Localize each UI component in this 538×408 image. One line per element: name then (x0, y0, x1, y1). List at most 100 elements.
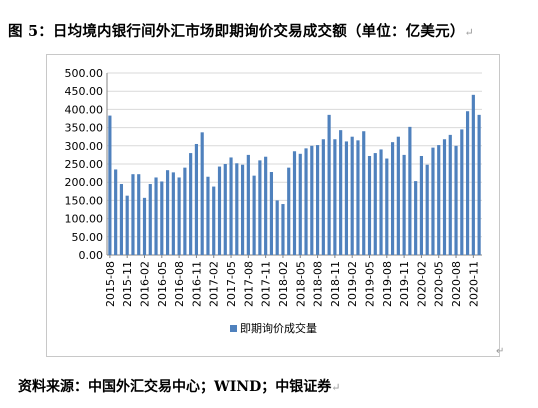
x-tick-label: 2019-02 (346, 261, 359, 307)
bar (240, 164, 245, 255)
bar (275, 200, 279, 255)
bar (396, 136, 400, 255)
y-tick-label: 250.00 (65, 158, 104, 171)
bar (137, 174, 141, 255)
paragraph-mark-icon: ↵ (496, 346, 505, 357)
x-tick-label: 2016-11 (190, 261, 203, 307)
y-tick-label: 50.00 (72, 231, 104, 244)
bar (367, 155, 372, 255)
x-tick-label: 2015-11 (121, 261, 134, 307)
bar (131, 174, 135, 255)
bar (148, 184, 152, 255)
x-tick-label: 2018-08 (312, 261, 325, 307)
x-tick-label: 2018-05 (294, 261, 307, 307)
bar (350, 136, 354, 255)
y-tick-label: 350.00 (65, 122, 104, 135)
bar (264, 156, 268, 255)
bar (258, 160, 262, 255)
bar (171, 172, 175, 255)
bar (448, 134, 452, 255)
bar (165, 170, 170, 255)
x-tick-label: 2020-05 (433, 261, 446, 307)
y-tick-label: 100.00 (65, 213, 104, 226)
bar (327, 114, 331, 255)
x-tick-label: 2018-02 (277, 261, 290, 307)
bar (379, 149, 383, 255)
bar (189, 153, 193, 255)
bar (477, 114, 481, 255)
bar (217, 166, 222, 255)
bar (142, 197, 147, 255)
figure-title: 图 5：日均境内银行间外汇市场即期询价交易成交额（单位：亿美元）↵ (8, 20, 536, 41)
bar (177, 177, 181, 255)
bar (269, 172, 274, 255)
bar-chart: 0.00 50.00 100.00 150.00 200.00 250.00 300.00 3… (65, 67, 482, 335)
y-tick-label: 450.00 (65, 85, 104, 98)
bar (108, 115, 112, 255)
y-tick-label: 300.00 (65, 140, 104, 153)
bar (154, 177, 158, 255)
x-tick-label: 2019-11 (398, 261, 411, 307)
bar (304, 148, 308, 255)
x-tick-label: 2017-05 (225, 261, 238, 307)
bar (454, 145, 458, 255)
bar (183, 167, 187, 255)
bar (229, 157, 233, 255)
bar (246, 154, 250, 255)
x-tick-label: 2016-08 (173, 261, 186, 307)
x-tick-label: 2016-05 (156, 261, 169, 307)
y-tick-label: 150.00 (65, 194, 104, 207)
bar (356, 140, 360, 255)
bar (385, 158, 389, 255)
bar (344, 141, 349, 255)
bar (402, 154, 406, 255)
bar (362, 131, 366, 255)
bar (437, 145, 441, 255)
source-note-text: 资料来源：中国外汇交易中心；WIND；中银证券 (18, 379, 332, 395)
x-tick-label: 2020-11 (467, 261, 480, 307)
bar (223, 164, 227, 255)
bar (194, 143, 199, 255)
bar (373, 153, 377, 255)
x-tick-label: 2016-02 (139, 261, 152, 307)
bar (339, 130, 343, 255)
x-tick-label: 2015-08 (104, 261, 117, 307)
bar (252, 175, 256, 255)
x-tick-label: 2017-02 (208, 261, 221, 307)
bar (471, 94, 475, 255)
x-tick-label: 2019-05 (364, 261, 377, 307)
y-tick-label: 500.00 (65, 67, 104, 80)
bar (390, 142, 395, 255)
x-tick-label: 2017-08 (242, 261, 255, 307)
bar (442, 139, 447, 255)
y-tick-label: 400.00 (65, 103, 104, 116)
bar (292, 151, 297, 255)
bar (212, 186, 216, 255)
bar (298, 153, 302, 255)
bar (206, 176, 210, 255)
bar (419, 155, 424, 255)
figure-title-text: 图 5：日均境内银行间外汇市场即期询价交易成交额（单位：亿美元） (8, 23, 465, 40)
x-tick-label: 2017-11 (260, 261, 273, 307)
x-tick-label: 2020-02 (415, 261, 428, 307)
paragraph-mark-icon: ↵ (331, 381, 341, 394)
bar (235, 163, 239, 255)
legend-label: 即期询价成交量 (240, 321, 317, 335)
bar (114, 169, 118, 255)
bar (414, 181, 418, 255)
bar (315, 145, 320, 255)
bar (333, 139, 337, 255)
bar (408, 126, 412, 255)
y-tick-label: 200.00 (65, 176, 104, 189)
bar (200, 132, 204, 255)
paragraph-mark-icon: ↵ (464, 26, 474, 39)
source-note: 资料来源：中国外汇交易中心；WIND；中银证券↵ (18, 376, 340, 396)
x-tick-label: 2019-08 (381, 261, 394, 307)
x-tick-label: 2018-11 (329, 261, 342, 307)
bar (465, 111, 470, 255)
bar (321, 139, 325, 255)
chart-container: 0.00 50.00 100.00 150.00 200.00 250.00 300.00 3… (46, 54, 500, 357)
bar (125, 195, 129, 255)
y-tick-label: 0.00 (79, 249, 104, 262)
bar (431, 147, 435, 255)
